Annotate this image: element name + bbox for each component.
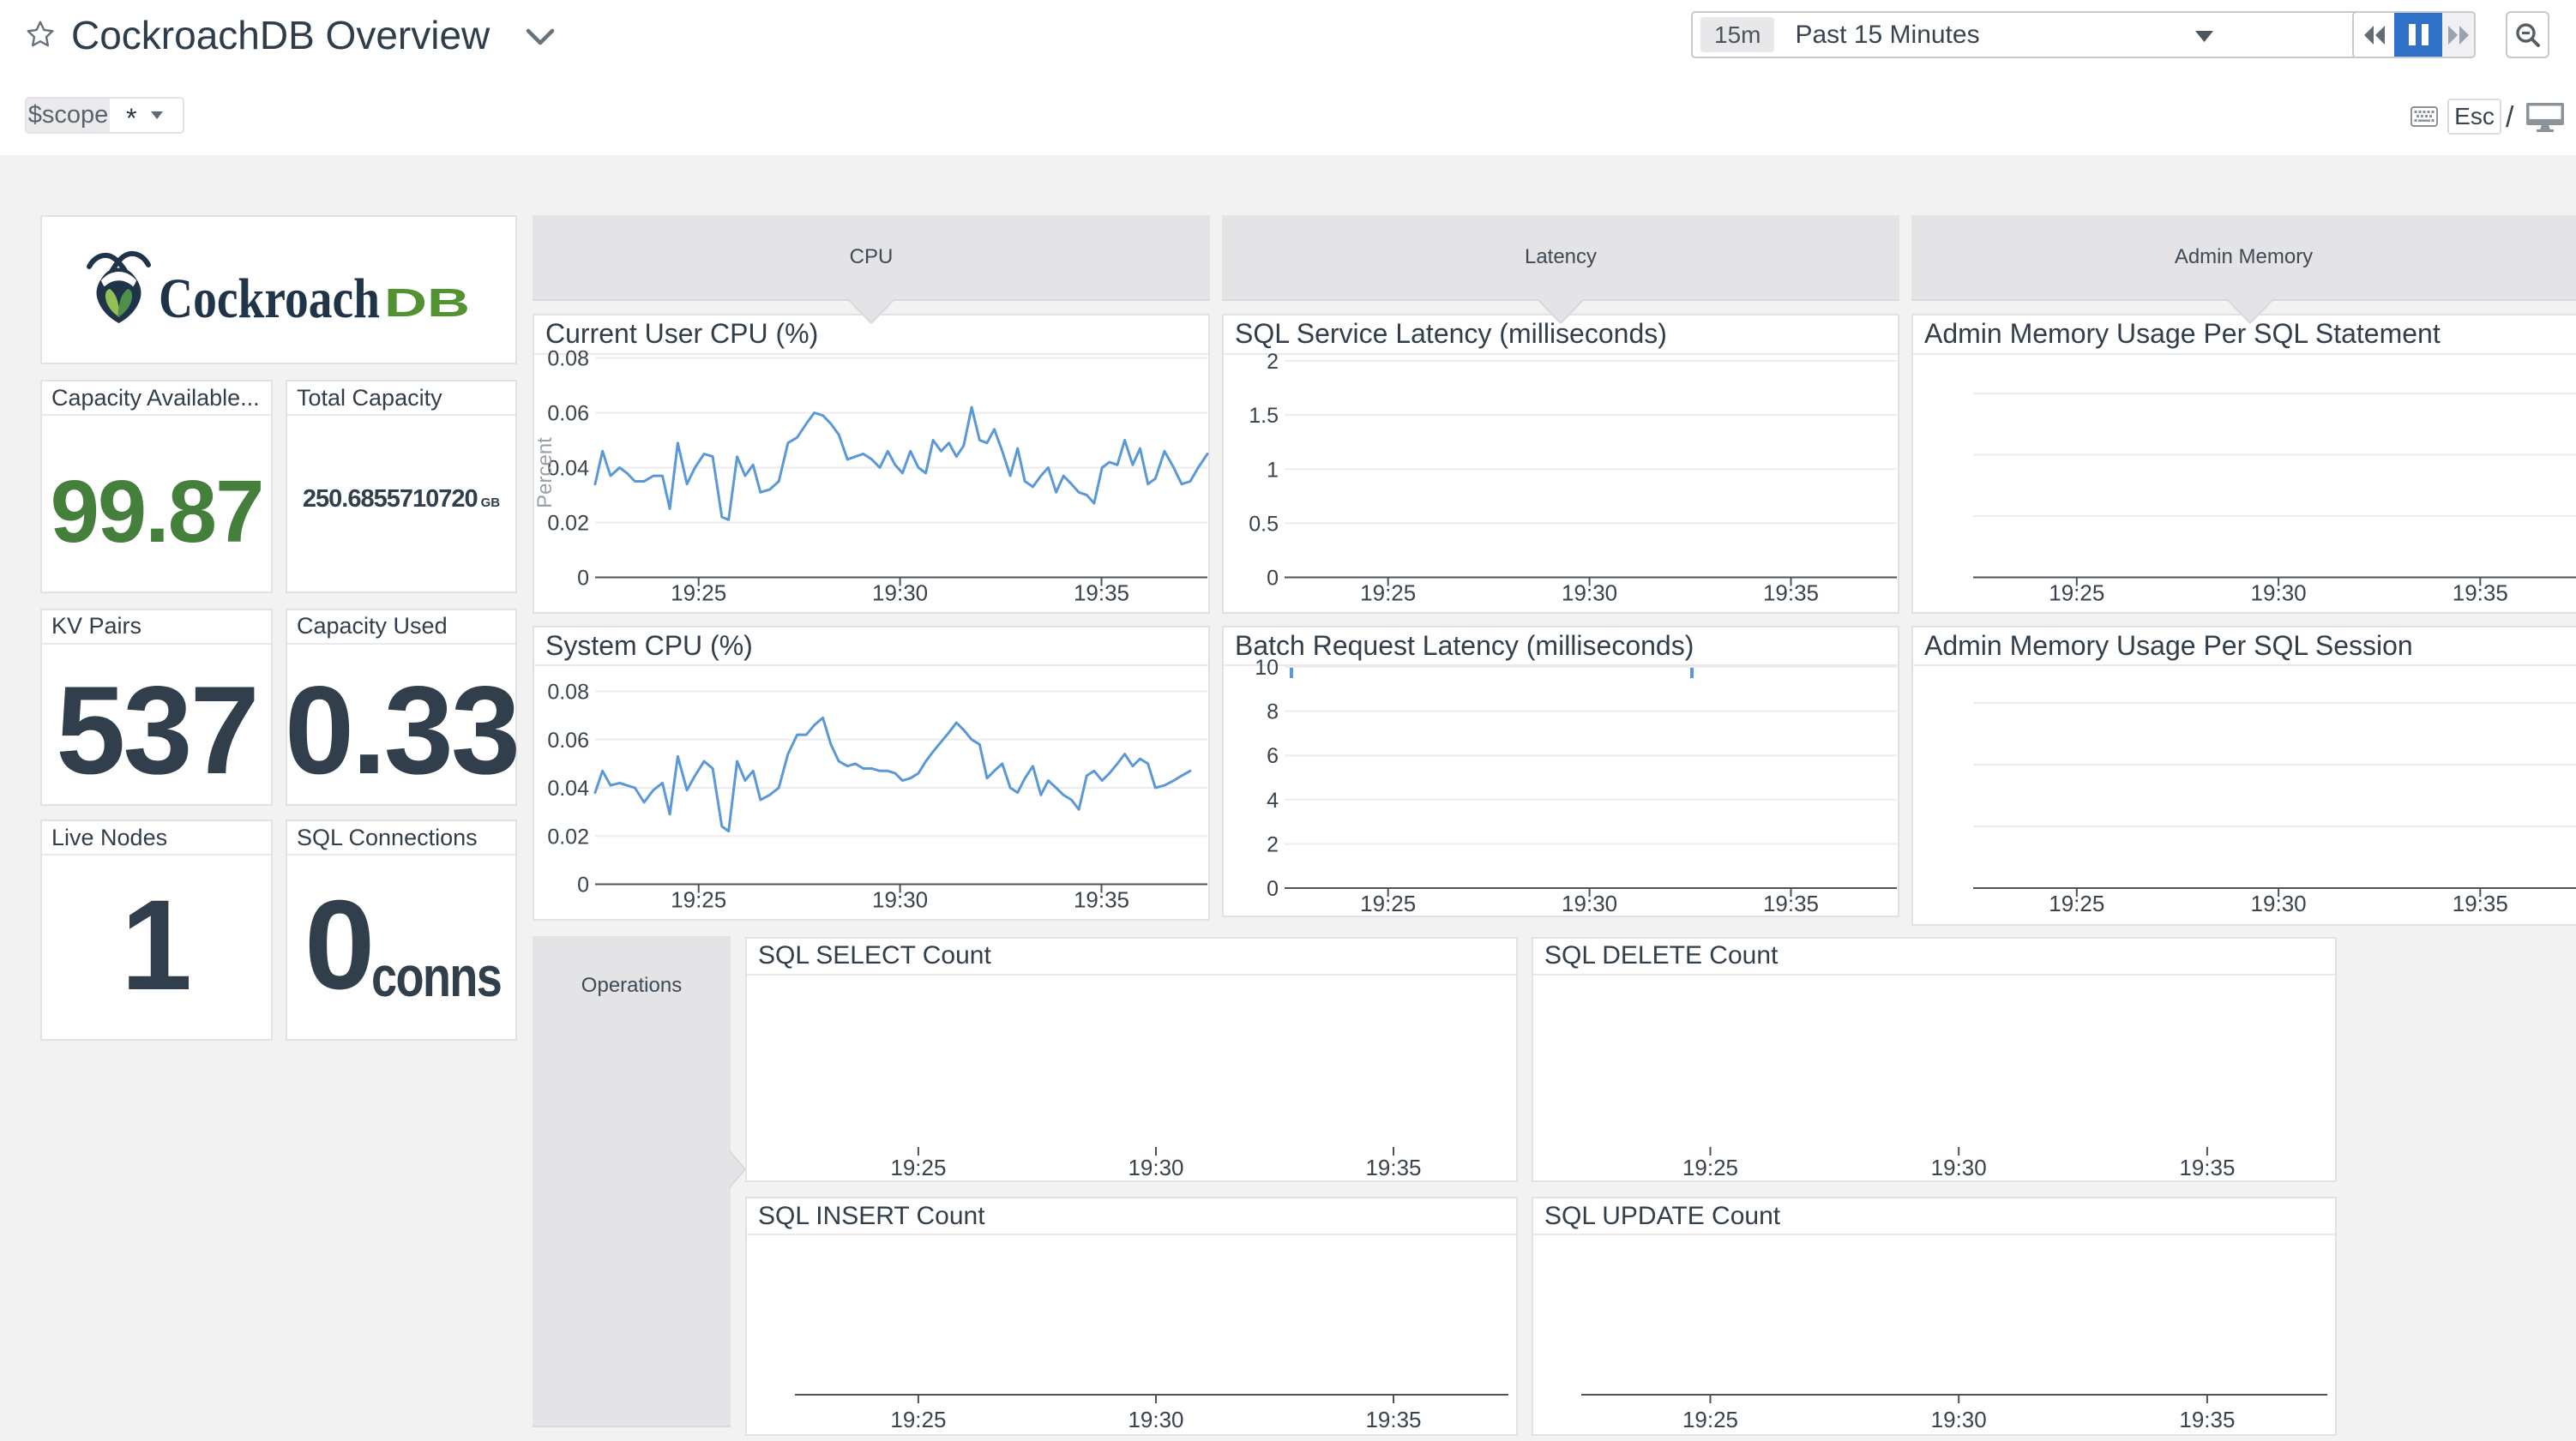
svg-text:Cockroach: Cockroach — [159, 267, 380, 330]
svg-text:DB: DB — [384, 280, 470, 325]
